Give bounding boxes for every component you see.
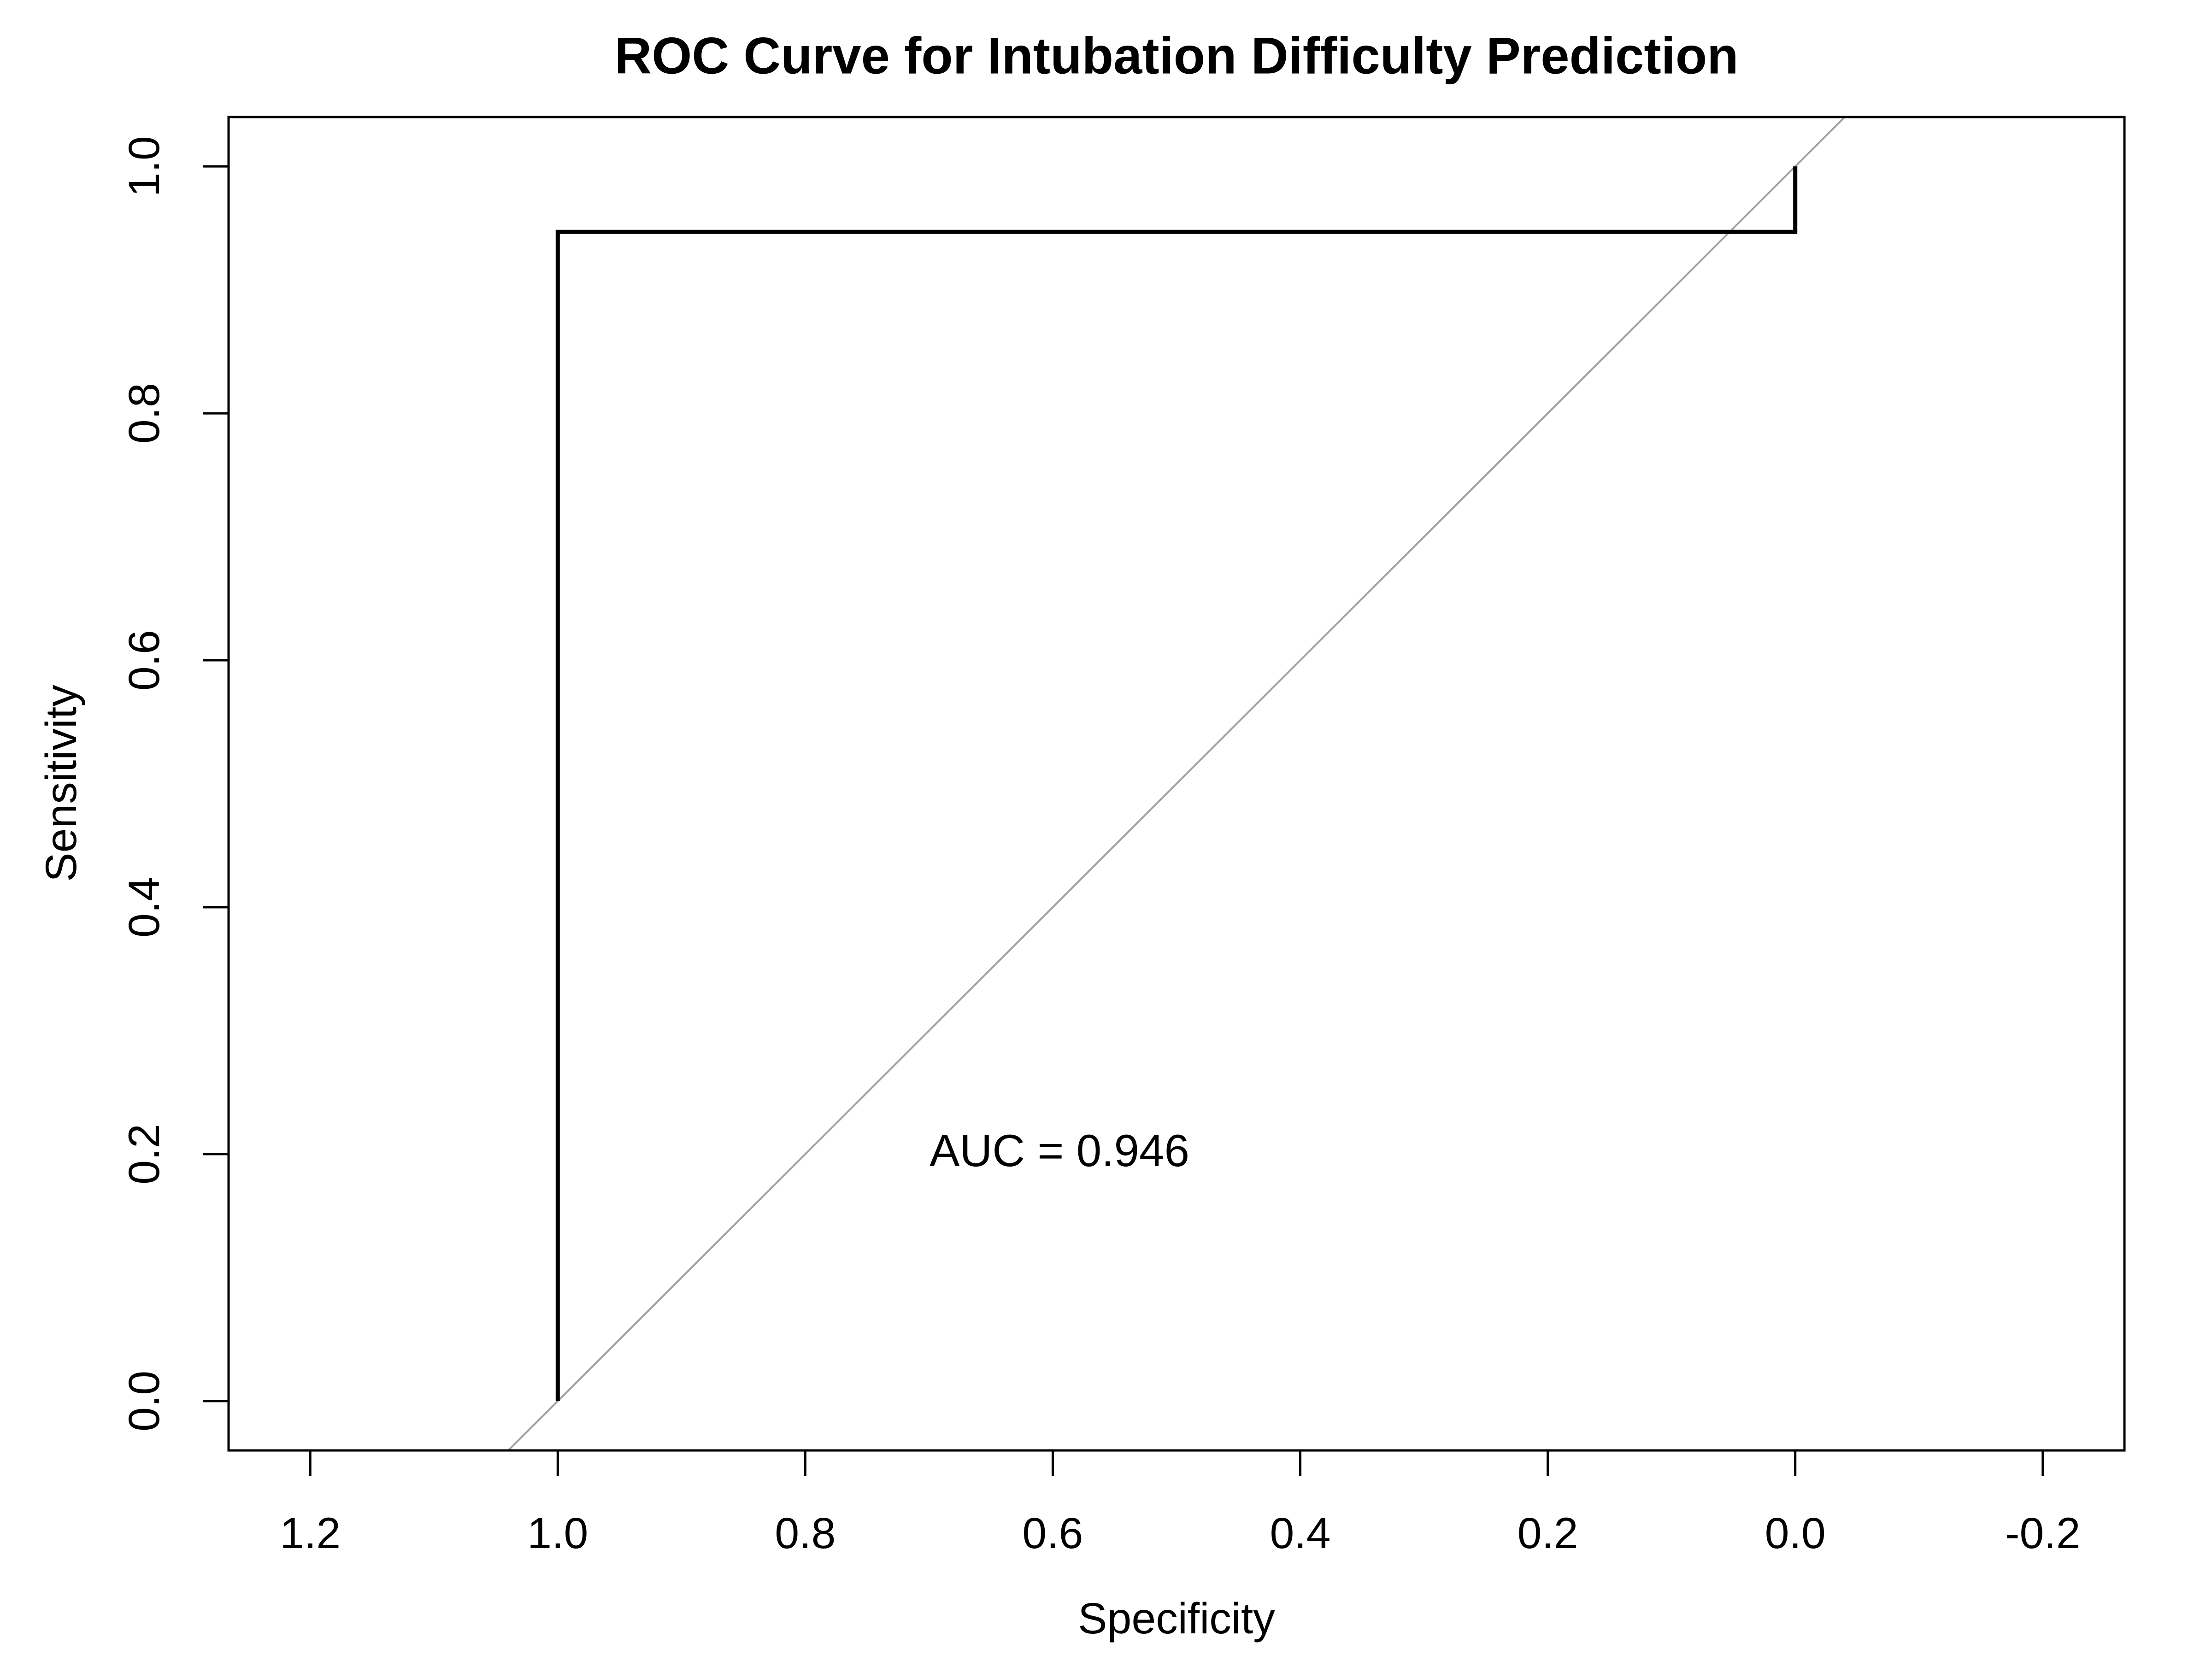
y-axis-label: Sensitivity xyxy=(37,685,86,882)
y-tick-label: 0.4 xyxy=(120,877,169,938)
y-tick-label: 0.2 xyxy=(120,1124,169,1185)
x-tick-label: 1.2 xyxy=(280,1509,341,1558)
x-tick-label: 0.2 xyxy=(1518,1509,1578,1558)
x-tick-label: 0.6 xyxy=(1022,1509,1083,1558)
x-tick-label: 0.4 xyxy=(1270,1509,1330,1558)
plot-frame xyxy=(227,116,2126,1452)
reference-diagonal-line xyxy=(507,117,1846,1450)
x-tick-label: -0.2 xyxy=(2005,1509,2081,1558)
y-tick-label: 0.8 xyxy=(120,383,169,444)
y-axis: 0.0 0.2 0.4 0.6 0.8 1.0 xyxy=(120,136,229,1432)
x-axis-label: Specificity xyxy=(1078,1594,1275,1643)
roc-curve-line xyxy=(555,166,1798,1401)
x-tick-label: 1.0 xyxy=(527,1509,588,1558)
x-tick-label: 0.0 xyxy=(1765,1509,1826,1558)
x-tick-label: 0.8 xyxy=(775,1509,835,1558)
y-tick-label: 1.0 xyxy=(120,136,169,197)
auc-annotation: AUC = 0.946 xyxy=(930,1125,1189,1176)
y-tick-label: 0.0 xyxy=(120,1371,169,1432)
chart-title: ROC Curve for Intubation Difficulty Pred… xyxy=(614,27,1738,85)
x-axis: 1.2 1.0 0.8 0.6 0.4 0.2 0.0 -0.2 xyxy=(280,1450,2081,1558)
y-tick-label: 0.6 xyxy=(120,630,169,691)
